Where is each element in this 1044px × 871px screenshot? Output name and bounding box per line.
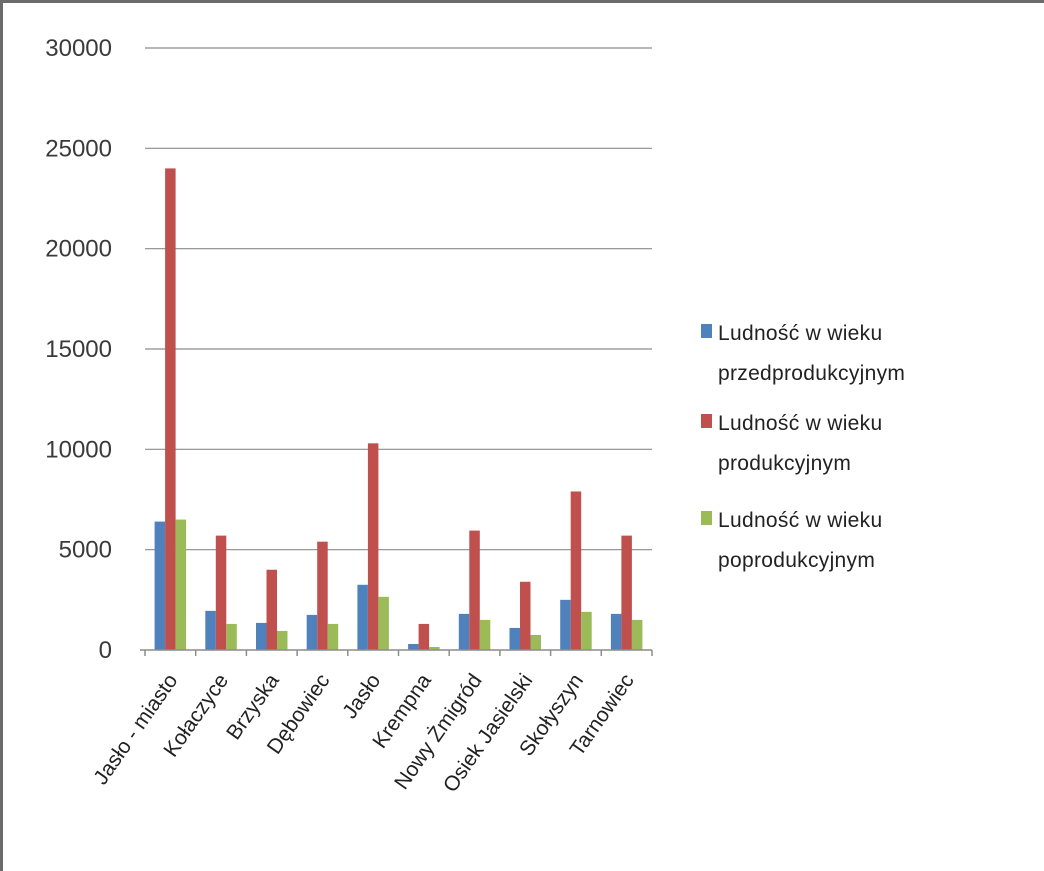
bar xyxy=(327,623,339,650)
y-tick-label: 25000 xyxy=(45,135,112,162)
legend-label: Ludność w wieku xyxy=(718,509,882,532)
y-tick-label: 15000 xyxy=(45,336,112,363)
legend-swatch xyxy=(701,414,712,428)
legend-label: Ludność w wieku xyxy=(718,412,882,435)
y-tick-label: 30000 xyxy=(45,35,112,62)
y-tick-label: 20000 xyxy=(45,236,112,263)
y-tick-label: 5000 xyxy=(59,537,112,564)
bar xyxy=(226,623,237,650)
bar xyxy=(479,619,491,650)
bar xyxy=(570,491,582,650)
bar xyxy=(418,623,430,650)
bar xyxy=(154,521,166,650)
bar xyxy=(631,619,643,650)
bar xyxy=(215,535,227,650)
bar xyxy=(469,530,480,650)
bar xyxy=(378,596,389,650)
bar xyxy=(317,541,328,650)
y-tick-label: 0 xyxy=(99,637,112,664)
gridlines xyxy=(145,47,652,551)
bar xyxy=(509,627,520,650)
y-axis: 0 5000 10000 15000 20000 25000 30000 xyxy=(45,35,112,664)
x-category-label: Jasło - miasto xyxy=(89,670,182,789)
bar xyxy=(165,168,176,650)
bar xyxy=(610,613,622,650)
bar xyxy=(621,535,632,650)
legend-label: Ludność w wieku xyxy=(718,322,882,345)
bar xyxy=(357,584,368,650)
legend-label: produkcyjnym xyxy=(718,452,851,475)
bar xyxy=(581,611,592,650)
legend-label: poprodukcyjnym xyxy=(718,549,875,572)
bar xyxy=(429,646,440,650)
bar xyxy=(256,622,267,650)
bar xyxy=(306,614,318,650)
bar xyxy=(266,569,277,650)
legend-swatch xyxy=(701,324,712,338)
x-category-label: Jasło xyxy=(338,670,385,723)
bar xyxy=(408,643,419,650)
bar xyxy=(205,610,216,650)
bars xyxy=(154,168,643,650)
bar xyxy=(520,581,531,650)
legend-label: przedprodukcyjnym xyxy=(718,362,905,385)
legend-swatch xyxy=(701,511,712,525)
y-tick-label: 10000 xyxy=(45,436,112,463)
bar xyxy=(458,613,470,650)
bar xyxy=(277,630,288,650)
bar xyxy=(367,443,379,650)
bar xyxy=(530,634,541,650)
legend: Ludność w wieku przedprodukcyjnym Ludność … xyxy=(701,322,905,572)
bar xyxy=(175,519,187,650)
bar xyxy=(560,599,571,650)
